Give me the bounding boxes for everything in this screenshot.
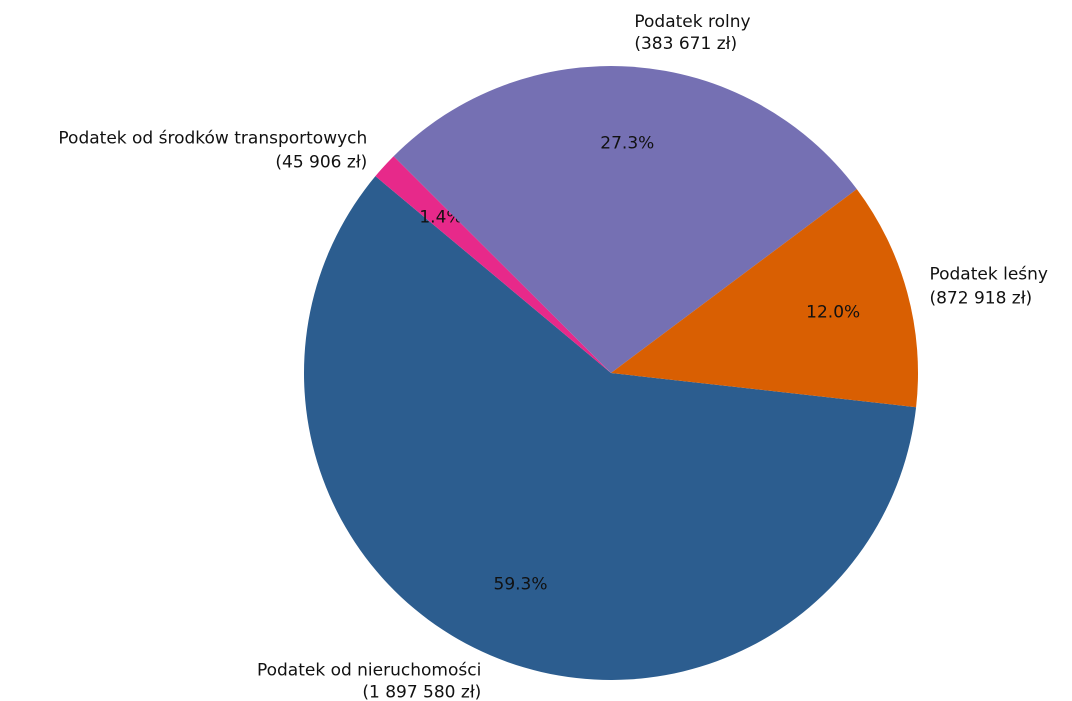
pie-slice: [303, 176, 917, 680]
pie-slice: [393, 66, 857, 373]
pie-slice: [611, 189, 918, 408]
slice-amount: (872 918 zł): [929, 288, 1032, 308]
slice-amount: (383 671 zł): [634, 34, 737, 54]
slice-percent: 59.3%: [494, 575, 548, 595]
slice-amount: (45 906 zł): [275, 152, 367, 172]
slice-amount: (1 897 580 zł): [362, 682, 481, 701]
slice-label: Podatek od nieruchomości: [257, 660, 481, 680]
pie-slice: [375, 156, 611, 373]
slice-percent: 12.0%: [806, 303, 860, 323]
slice-label: Podatek rolny: [634, 12, 750, 32]
slice-percent: 27.3%: [600, 133, 654, 153]
slice-label: Podatek od środków transportowych: [58, 128, 367, 148]
slice-label: Podatek leśny: [929, 264, 1048, 284]
